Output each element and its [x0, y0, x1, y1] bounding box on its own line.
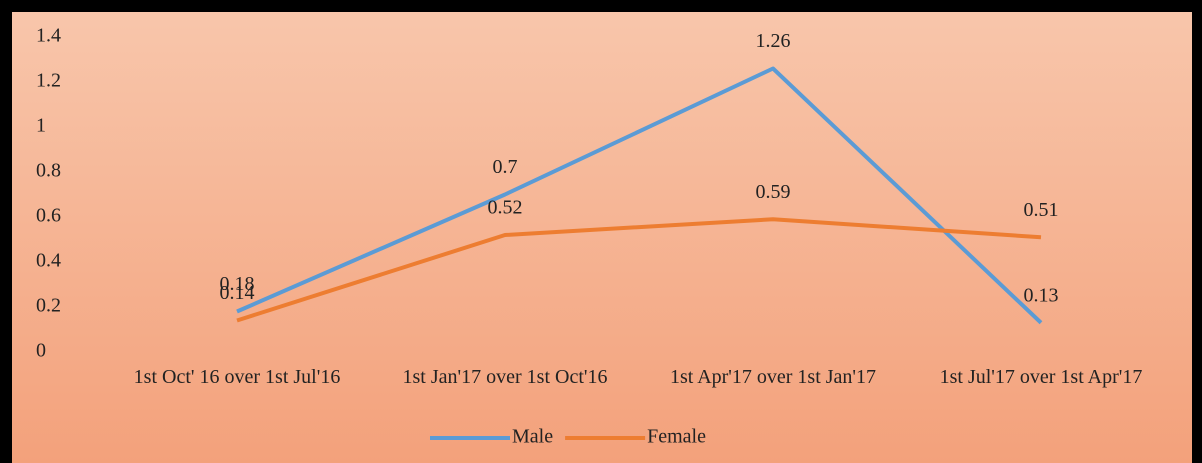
line — [236, 66, 1043, 325]
data-label: 0.18 — [220, 273, 255, 295]
data-label: 0.7 — [493, 156, 518, 178]
data-label: 0.14 — [220, 282, 255, 304]
background — [12, 12, 1192, 463]
data-label: 0.52 — [488, 197, 523, 219]
y-tick-label: 1 — [36, 115, 46, 137]
y-tick-label: 0.4 — [36, 250, 61, 272]
data-label: 0.59 — [756, 181, 791, 203]
y-tick-label: 0.6 — [36, 205, 61, 227]
y-tick-label: 0.8 — [36, 160, 61, 182]
x-tick-label: 1st Apr'17 over 1st Jan'17 — [669, 366, 877, 388]
y-tick-label: 0 — [36, 340, 46, 362]
data-label: 0.13 — [1024, 284, 1059, 306]
legend-label: Male — [512, 426, 553, 448]
y-tick-label: 1.4 — [36, 25, 61, 47]
x-tick-label: 1st Oct' 16 over 1st Jul'16 — [133, 366, 341, 388]
x-tick-label: 1st Jul'17 over 1st Apr'17 — [939, 366, 1143, 388]
data-label: 1.26 — [756, 30, 791, 52]
legend-label: Female — [647, 426, 706, 448]
x-tick-label: 1st Jan'17 over 1st Oct'16 — [402, 366, 608, 388]
data-label: 0.51 — [1024, 199, 1059, 221]
line — [236, 217, 1042, 323]
y-tick-label: 1.2 — [36, 70, 61, 92]
y-tick-label: 0.2 — [36, 295, 61, 317]
